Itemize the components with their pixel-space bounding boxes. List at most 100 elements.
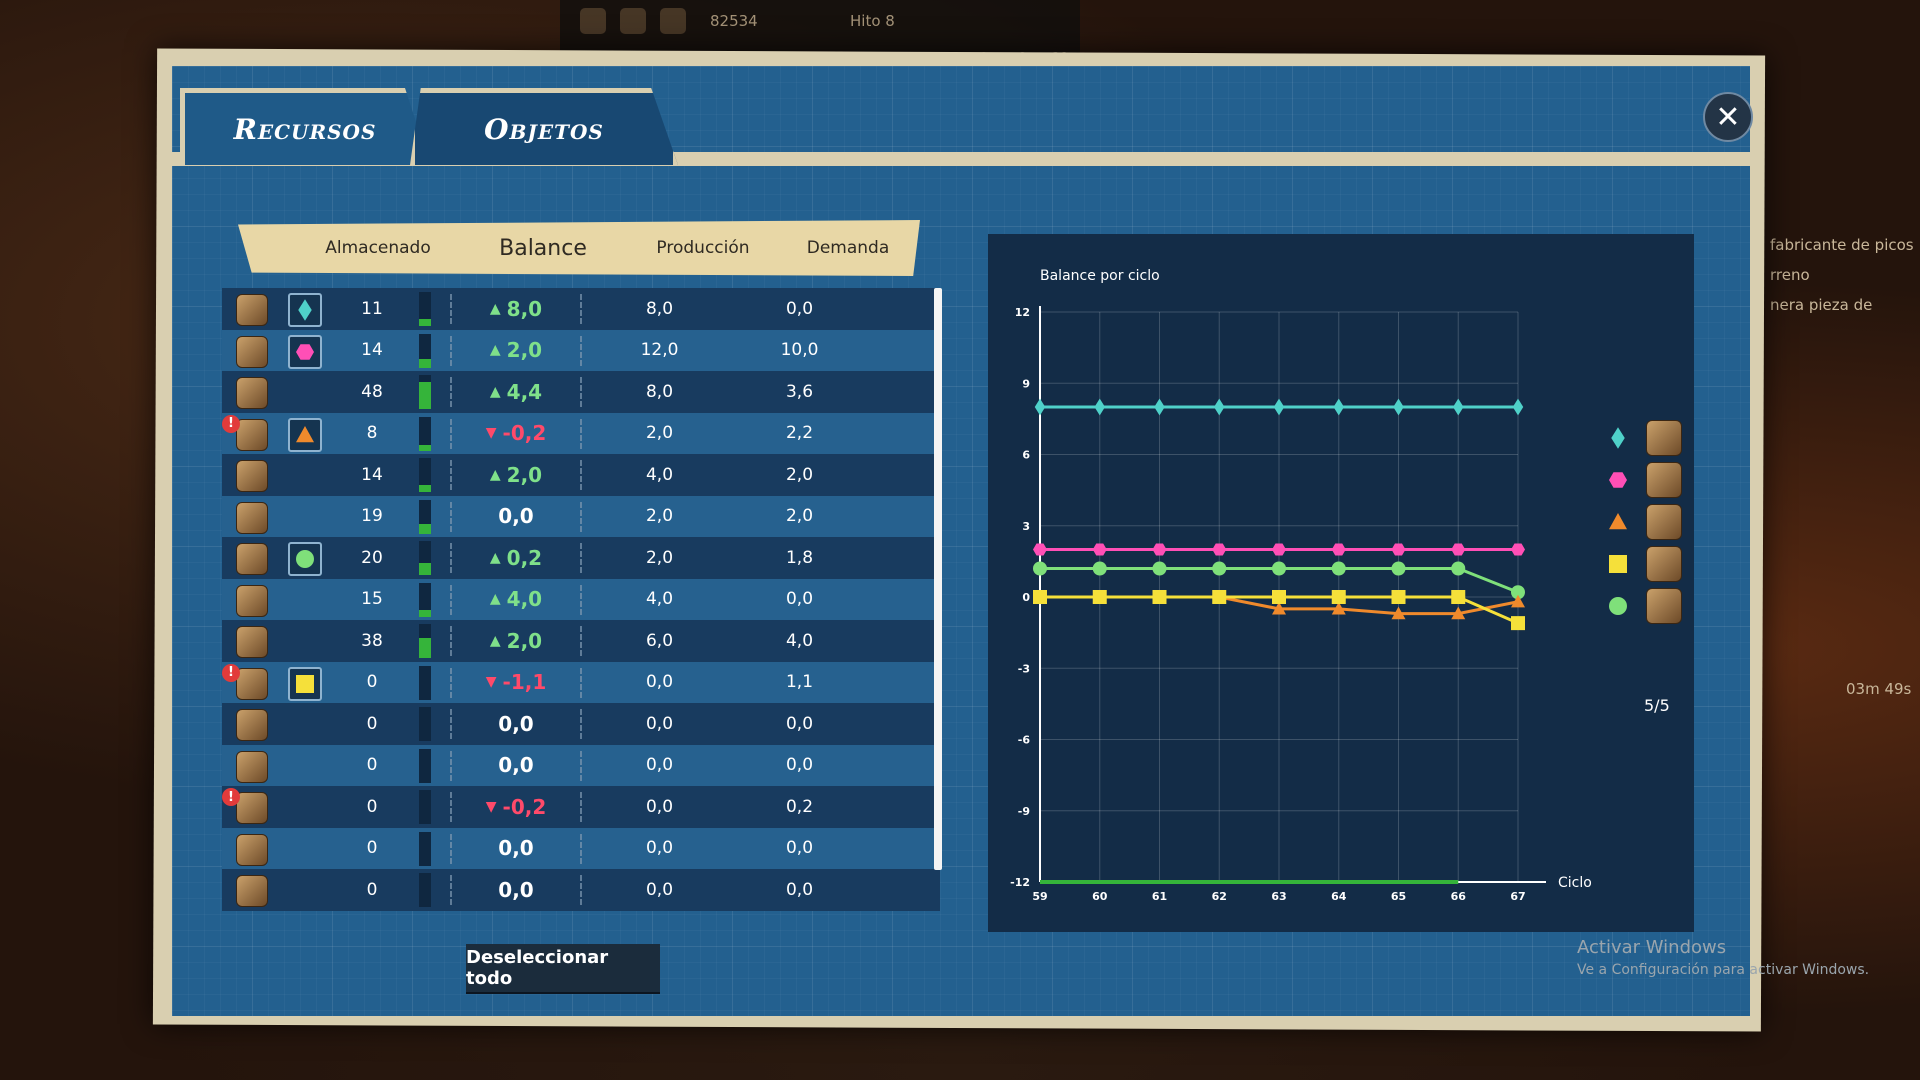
circle-data-point <box>1331 561 1346 576</box>
table-row[interactable]: 0 0,0 0,0 0,0 <box>222 744 940 786</box>
legend-item[interactable] <box>1598 588 1688 628</box>
hexagon-data-point <box>1331 543 1346 556</box>
logs-icon <box>1646 462 1682 498</box>
production-value: 0,0 <box>645 672 674 693</box>
demand-value: 0,0 <box>785 713 814 734</box>
column-divider <box>450 626 452 656</box>
circle-data-point <box>1511 585 1525 600</box>
warning-icon: ! <box>222 414 240 433</box>
legend-item[interactable] <box>1598 462 1688 502</box>
diamond-data-point <box>1034 398 1046 416</box>
potion-icon <box>1646 588 1682 624</box>
square-data-point <box>1511 616 1525 631</box>
square-data-point <box>1331 590 1346 604</box>
table-row[interactable]: 20 ▲ 0,2 2,0 1,8 <box>222 537 940 579</box>
stored-value: 0 <box>366 838 378 859</box>
balance-value: ▼ -1,1 <box>452 662 580 704</box>
y-tick-label: -6 <box>1018 734 1031 747</box>
circle-marker-icon <box>296 550 314 568</box>
warning-icon: ! <box>222 788 240 806</box>
hexagon-data-point <box>1033 543 1047 556</box>
stored-value: 0 <box>366 672 378 693</box>
square-data-point <box>1391 590 1406 604</box>
arrow-up-icon: ▲ <box>489 300 501 317</box>
table-row[interactable]: ! 0 ▼ -0,2 0,0 0,2 <box>222 786 940 828</box>
chart-marker-toggle[interactable] <box>288 293 322 327</box>
resources-dialog: Recursos Objetos ✕ Almacenado Balance Pr… <box>172 66 1753 1016</box>
table-row[interactable]: 0 0,0 0,0 0,0 <box>222 703 940 745</box>
column-divider <box>580 335 582 366</box>
triangle-legend-icon <box>1609 513 1627 530</box>
diamond-data-point <box>1512 398 1524 416</box>
side-note: rreno <box>1770 266 1810 284</box>
diamond-data-point <box>1333 398 1344 416</box>
balance-number: -1,1 <box>502 670 547 695</box>
column-divider <box>580 875 582 905</box>
balance-number: 0,0 <box>498 711 534 736</box>
storage-level-bar <box>419 707 431 741</box>
y-tick-label: -3 <box>1018 662 1030 675</box>
chart-marker-toggle[interactable] <box>288 417 322 452</box>
chart-marker-toggle[interactable] <box>288 666 322 701</box>
storage-level-bar <box>419 541 431 575</box>
tab-objetos[interactable]: Objetos <box>410 88 678 165</box>
circle-data-point <box>1092 561 1107 576</box>
storage-level-bar <box>419 873 431 907</box>
table-row[interactable]: 48 ▲ 4,4 8,0 3,6 <box>222 371 940 413</box>
square-marker-icon <box>296 674 314 693</box>
storage-level-bar <box>419 458 431 492</box>
header-production: Producción <box>656 238 750 258</box>
warning-icon: ! <box>222 663 240 682</box>
circle-data-point <box>1451 561 1466 576</box>
balance-value: 0,0 <box>452 703 580 745</box>
table-row[interactable]: ! 0 ▼ -1,1 0,0 1,1 <box>222 661 940 704</box>
tools-icon <box>236 584 268 617</box>
column-divider <box>580 584 582 615</box>
table-row[interactable]: 14 ▲ 2,0 12,0 10,0 <box>222 329 940 371</box>
y-tick-label: 9 <box>1022 377 1030 390</box>
production-value: 4,0 <box>645 464 674 485</box>
table-row[interactable]: ! 8 ▼ -0,2 2,0 2,2 <box>222 412 940 454</box>
table-row[interactable]: 14 ▲ 2,0 4,0 2,0 <box>222 454 940 496</box>
legend-item[interactable] <box>1598 546 1688 586</box>
production-value: 0,0 <box>645 755 674 776</box>
ore-icon <box>236 418 268 451</box>
production-value: 12,0 <box>640 340 679 361</box>
table-row[interactable]: 19 0,0 2,0 2,0 <box>222 495 940 537</box>
table-row[interactable]: 38 ▲ 2,0 6,0 4,0 <box>222 620 940 662</box>
legend-item[interactable] <box>1598 420 1688 460</box>
table-row[interactable]: 15 ▲ 4,0 4,0 0,0 <box>222 578 940 620</box>
x-tick-label: 62 <box>1212 890 1227 903</box>
stored-value: 48 <box>361 381 383 402</box>
hexagon-data-point <box>1272 543 1286 556</box>
chart-marker-toggle[interactable] <box>288 542 322 576</box>
hud-resource-icon <box>660 8 686 34</box>
production-value: 0,0 <box>645 879 674 900</box>
chart-marker-toggle[interactable] <box>288 334 322 369</box>
tab-recursos[interactable]: Recursos <box>180 88 430 165</box>
potion-icon <box>236 543 268 575</box>
close-button[interactable]: ✕ <box>1703 92 1753 142</box>
metal-shards-icon <box>236 709 268 741</box>
table-row[interactable]: 0 0,0 0,0 0,0 <box>222 827 940 869</box>
column-divider <box>580 543 582 573</box>
pickaxe-icon <box>236 792 268 824</box>
table-row[interactable]: 11 ▲ 8,0 8,0 0,0 <box>222 288 940 330</box>
column-divider <box>580 294 582 324</box>
balance-number: 0,2 <box>506 545 543 570</box>
legend-item[interactable] <box>1598 504 1688 544</box>
demand-value: 2,0 <box>785 506 814 527</box>
coin-icon <box>236 501 268 534</box>
x-axis-label: Ciclo <box>1558 875 1592 891</box>
y-tick-label: 3 <box>1022 520 1030 533</box>
production-value: 8,0 <box>645 298 674 319</box>
square-data-point <box>1033 590 1047 604</box>
deselect-all-button[interactable]: Deseleccionar todo <box>466 944 660 992</box>
arrow-up-icon: ▲ <box>489 342 501 359</box>
table-scrollbar[interactable] <box>934 288 942 870</box>
table-row[interactable]: 0 0,0 0,0 0,0 <box>222 869 940 911</box>
hexagon-data-point <box>1511 543 1525 556</box>
production-value: 8,0 <box>645 381 674 402</box>
storage-level-bar <box>419 416 431 451</box>
activation-title: Activar Windows <box>1577 937 1727 958</box>
